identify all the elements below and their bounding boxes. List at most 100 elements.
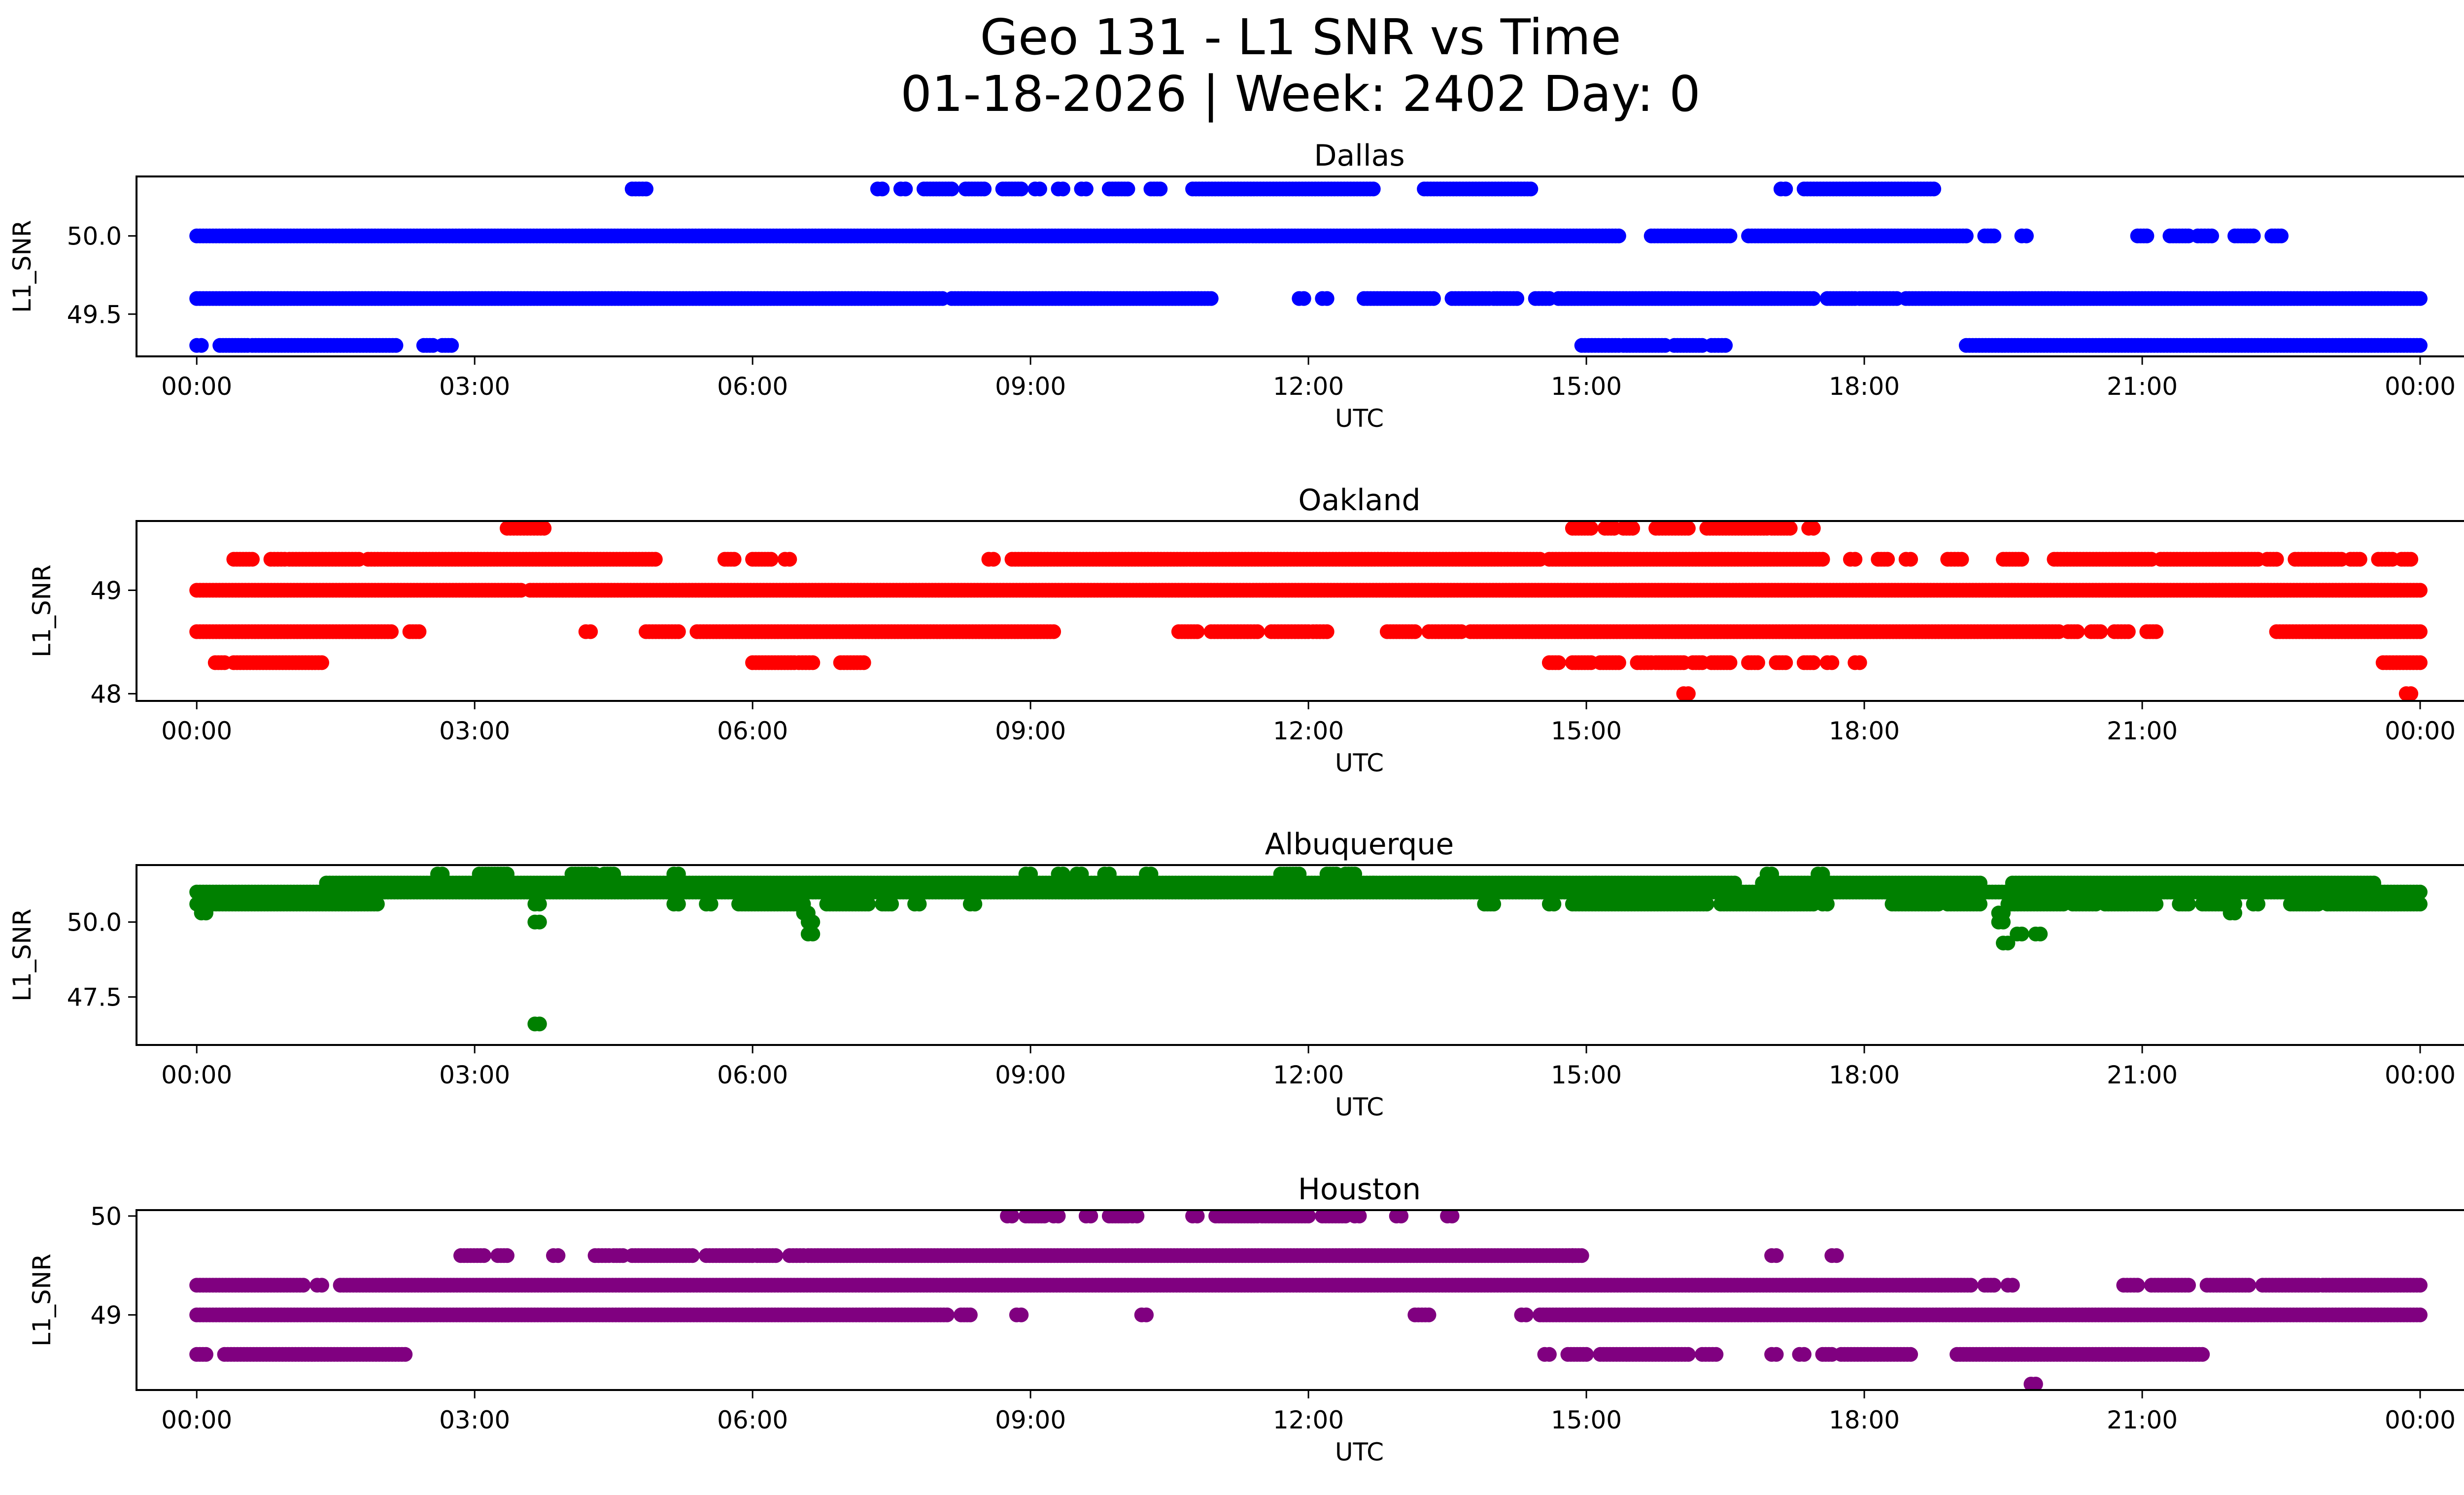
data-point	[1806, 521, 1821, 536]
data-point	[639, 181, 653, 197]
y-tick-label: 50.0	[67, 222, 122, 251]
data-point	[986, 552, 1001, 567]
x-tick-label: 06:00	[717, 372, 788, 401]
data-point	[245, 552, 260, 567]
data-point	[1986, 228, 2002, 243]
data-point	[763, 552, 779, 567]
series-level-49-3	[226, 552, 2419, 567]
x-axis-label: UTC	[1335, 404, 1384, 433]
x-tick-label: 21:00	[2107, 372, 2178, 401]
x-tick-label: 00:00	[161, 372, 232, 401]
data-point	[1366, 181, 1381, 197]
data-point	[1055, 181, 1070, 197]
x-tick-label: 09:00	[995, 372, 1066, 401]
data-point	[1203, 291, 1219, 306]
data-point	[1296, 291, 1311, 306]
data-point	[1958, 228, 1974, 243]
data-point	[977, 181, 992, 197]
series-level-49	[189, 583, 2428, 598]
data-point	[2413, 655, 2428, 670]
subplot-title: Dallas	[1314, 139, 1404, 173]
data-point	[2149, 624, 2164, 639]
subplots: Dallas 00:00 03:00 06:00 09:00 12:00 15:00 18:0…	[8, 139, 2464, 1466]
figure-title-line1: Geo 131 - L1 SNR vs Time	[980, 8, 1621, 66]
x-tick-label: 15:00	[1551, 372, 1622, 401]
data-point	[1523, 181, 1539, 197]
y-axis-label: L1_SNR	[28, 564, 56, 658]
x-tick-label: 00:00	[2385, 717, 2456, 745]
data-point	[370, 897, 385, 912]
data-point	[537, 521, 552, 536]
x-tick-label: 03:00	[439, 372, 510, 401]
data-point	[1014, 181, 1029, 197]
data-point	[384, 624, 399, 639]
series-level-50-3	[624, 181, 1942, 197]
data-point	[314, 655, 329, 670]
data-point	[2413, 291, 2428, 306]
data-point	[2014, 552, 2029, 567]
data-point	[1903, 552, 1918, 567]
series-level-50	[189, 228, 2289, 243]
x-tick-label: 15:00	[1551, 717, 1622, 745]
data-point	[875, 181, 890, 197]
series-level-48-3	[207, 655, 2428, 670]
x-tick-label: 21:00	[2107, 717, 2178, 745]
data-point	[1078, 181, 1094, 197]
data-point	[782, 552, 797, 567]
data-point	[2403, 686, 2419, 701]
data-point	[805, 655, 821, 670]
data-point	[2204, 228, 2219, 243]
data-point	[1509, 291, 1525, 306]
data-point	[1852, 655, 1867, 670]
data-point	[1778, 655, 1793, 670]
data-point	[1611, 228, 1626, 243]
data-point	[1782, 521, 1798, 536]
axes-frame	[136, 175, 2464, 357]
data-point	[856, 655, 871, 670]
scatter-points	[189, 867, 2428, 1032]
x-tick-label: 00:00	[161, 717, 232, 745]
series-level-49-6	[189, 291, 2428, 306]
data-point	[1954, 552, 1969, 567]
data-point	[648, 552, 663, 567]
data-point	[1407, 624, 1423, 639]
scatter-points	[189, 181, 2428, 353]
data-point	[2093, 624, 2108, 639]
data-point	[411, 624, 427, 639]
y-tick-label: 48	[90, 680, 122, 708]
data-point	[2352, 552, 2367, 567]
data-point	[898, 181, 913, 197]
data-point	[1625, 521, 1641, 536]
data-point	[1120, 181, 1135, 197]
data-point	[1848, 552, 1863, 567]
data-point	[2413, 338, 2428, 353]
series-level-50-6	[189, 897, 2428, 912]
data-point	[2019, 228, 2034, 243]
series-level-49-6	[500, 521, 1821, 536]
data-point	[1190, 624, 1205, 639]
data-point	[1806, 291, 1821, 306]
x-tick-label: 18:00	[1829, 717, 1900, 745]
series-level-51	[189, 884, 2428, 900]
data-point	[1778, 181, 1793, 197]
data-point	[1319, 291, 1335, 306]
data-point	[1750, 655, 1765, 670]
data-point	[1880, 552, 1895, 567]
data-point	[2274, 228, 2289, 243]
data-point	[2246, 228, 2261, 243]
data-point	[1250, 624, 1265, 639]
x-tick-label: 12:00	[1273, 717, 1344, 745]
data-point	[1718, 338, 1733, 353]
y-tick-label: 49.5	[67, 300, 122, 329]
data-point	[1722, 228, 1738, 243]
data-point	[1824, 655, 1840, 670]
data-point	[1153, 181, 1168, 197]
subplot-title: Oakland	[1298, 483, 1420, 518]
data-point	[532, 897, 547, 912]
data-point	[2070, 624, 2085, 639]
data-point	[2139, 228, 2155, 243]
y-axis-label: L1_SNR	[8, 220, 36, 313]
